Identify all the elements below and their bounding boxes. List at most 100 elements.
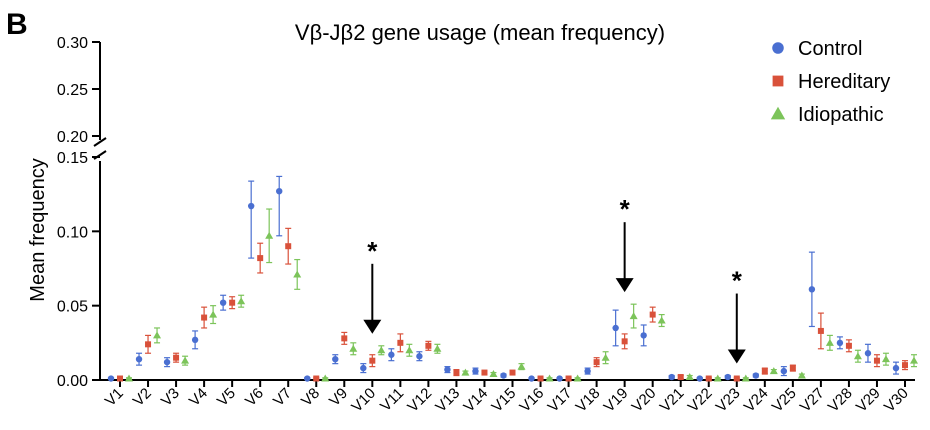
mean-marker <box>341 335 348 342</box>
mean-marker <box>910 356 918 364</box>
mean-marker <box>724 373 731 381</box>
x-tick-label: V2 <box>130 385 155 410</box>
annotation: * <box>620 194 631 224</box>
mean-marker <box>489 370 498 378</box>
x-tick-label: V29 <box>853 385 884 416</box>
mean-marker <box>752 372 760 379</box>
panel-label: B <box>6 8 28 41</box>
mean-marker <box>145 341 152 348</box>
mean-marker <box>797 371 806 379</box>
mean-marker <box>360 364 367 372</box>
mean-marker <box>313 375 320 382</box>
mean-marker <box>209 310 218 318</box>
x-tick-label: V1 <box>102 385 127 410</box>
mean-marker <box>117 375 123 382</box>
mean-marker <box>573 374 582 382</box>
mean-marker <box>181 356 190 364</box>
mean-marker <box>125 374 133 382</box>
mean-marker <box>153 331 162 339</box>
mean-marker <box>780 367 788 375</box>
y-tick-label: 0.15 <box>57 150 88 167</box>
mean-marker <box>528 375 535 382</box>
mean-marker <box>817 327 824 334</box>
mean-marker <box>836 339 844 347</box>
mean-marker <box>416 353 423 360</box>
x-tick-label: V11 <box>377 385 407 415</box>
x-tick-label: V17 <box>544 385 575 416</box>
mean-marker <box>201 314 208 321</box>
chart-title: Vβ-Jβ2 gene usage (mean frequency) <box>295 20 665 45</box>
y-tick-label: 0.00 <box>57 373 88 390</box>
mean-marker <box>601 353 610 361</box>
annotation: * <box>732 266 743 296</box>
legend-label: Hereditary <box>798 71 890 93</box>
mean-marker <box>481 369 488 376</box>
axis-break <box>93 137 107 147</box>
mean-marker <box>864 350 872 357</box>
mean-marker <box>433 344 442 352</box>
mean-marker <box>649 311 656 318</box>
mean-marker <box>713 374 722 382</box>
mean-marker <box>332 355 339 363</box>
x-tick-label: V18 <box>573 385 604 416</box>
legend-marker <box>772 42 784 54</box>
mean-marker <box>444 366 451 373</box>
mean-marker <box>733 375 740 382</box>
mean-marker <box>265 231 274 239</box>
mean-marker <box>369 357 376 364</box>
mean-marker <box>881 355 890 363</box>
mean-marker <box>892 364 900 372</box>
mean-marker <box>509 369 516 376</box>
mean-marker <box>629 312 638 320</box>
x-tick-label: V20 <box>629 385 660 416</box>
mean-marker <box>657 316 666 324</box>
x-tick-label: V6 <box>242 385 267 410</box>
mean-marker <box>761 368 768 375</box>
mean-marker <box>556 375 563 382</box>
x-tick-label: V5 <box>214 385 239 410</box>
mean-marker <box>545 374 554 382</box>
x-tick-label: V3 <box>158 385 183 410</box>
arrow-head <box>363 319 382 334</box>
mean-marker <box>902 362 908 369</box>
mean-marker <box>741 374 750 382</box>
mean-marker <box>229 299 236 306</box>
mean-marker <box>461 368 470 376</box>
mean-marker <box>377 346 386 354</box>
mean-marker <box>612 324 619 332</box>
mean-marker <box>191 336 199 344</box>
annotation: * <box>367 236 378 266</box>
mean-marker <box>293 270 302 278</box>
mean-marker <box>135 355 143 363</box>
mean-marker <box>593 359 600 366</box>
mean-marker <box>696 375 703 382</box>
arrow-head <box>615 278 634 293</box>
mean-marker <box>517 362 526 370</box>
mean-marker <box>500 372 507 379</box>
x-tick-label: V12 <box>404 385 435 416</box>
mean-marker <box>247 202 255 210</box>
mean-marker <box>304 375 311 382</box>
x-tick-label: V19 <box>601 385 632 416</box>
mean-marker <box>276 187 283 195</box>
mean-marker <box>107 375 115 382</box>
mean-marker <box>349 344 358 352</box>
x-tick-label: V7 <box>270 385 295 410</box>
mean-marker <box>853 352 862 360</box>
mean-marker <box>685 373 694 381</box>
x-tick-label: V27 <box>797 385 828 416</box>
x-tick-label: V15 <box>488 385 519 416</box>
y-tick-label: 0.20 <box>57 129 88 146</box>
mean-marker <box>584 367 591 375</box>
x-tick-label: V28 <box>825 385 856 416</box>
x-tick-label: V14 <box>460 385 491 416</box>
mean-marker <box>565 375 572 382</box>
mean-marker <box>237 297 246 305</box>
legend-marker <box>772 75 784 87</box>
y-tick-label: 0.05 <box>57 299 88 316</box>
mean-marker <box>163 358 171 366</box>
mean-marker <box>537 375 544 382</box>
x-tick-label: V21 <box>657 385 688 416</box>
x-tick-label: V10 <box>348 385 379 416</box>
